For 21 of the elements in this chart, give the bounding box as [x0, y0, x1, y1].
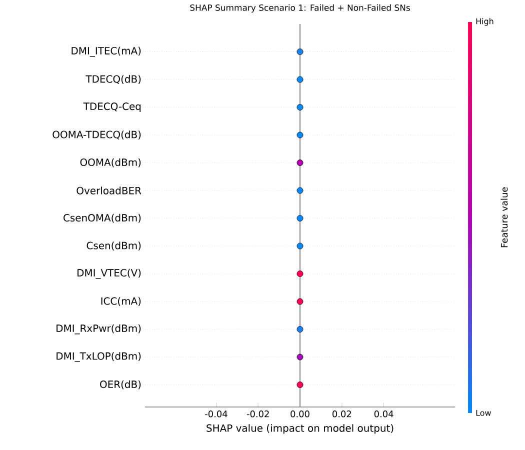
- y-tick-label: ICC(mA): [101, 297, 141, 306]
- y-tick-label: OOMA-TDECQ(dB): [52, 130, 141, 140]
- y-tick-label: DMI_VTEC(V): [78, 268, 141, 279]
- x-tick-label: -0.04: [205, 410, 228, 418]
- x-tick-label: 0.04: [374, 410, 394, 418]
- y-tick-label: DMI_ITEC(mA): [72, 46, 141, 57]
- y-tick-label: CsenOMA(dBm): [64, 214, 141, 223]
- y-tick-label: DMI_RxPwr(dBm): [56, 324, 141, 334]
- y-tick-label: Csen(dBm): [86, 242, 141, 250]
- chart-title: SHAP Summary Scenario 1: Failed + Non-Failed SNs: [190, 4, 410, 13]
- y-tick-label: OOMA(dBm): [80, 158, 141, 168]
- color-bar-title: Feature value: [500, 187, 508, 248]
- y-tick-label: OverloadBER: [76, 186, 142, 194]
- y-tick-label: DMI_TxLOP(dBm): [56, 352, 141, 362]
- x-tick-label: 0.00: [290, 410, 310, 418]
- x-axis-title: SHAP value (impact on model output): [206, 424, 394, 434]
- x-tick-label: -0.02: [246, 410, 269, 418]
- y-tick-label: TDECQ-Ceq: [83, 102, 141, 112]
- y-tick-label: TDECQ(dB): [86, 75, 141, 84]
- x-tick-label: 0.02: [332, 410, 351, 418]
- y-tick-label: OER(dB): [100, 380, 141, 390]
